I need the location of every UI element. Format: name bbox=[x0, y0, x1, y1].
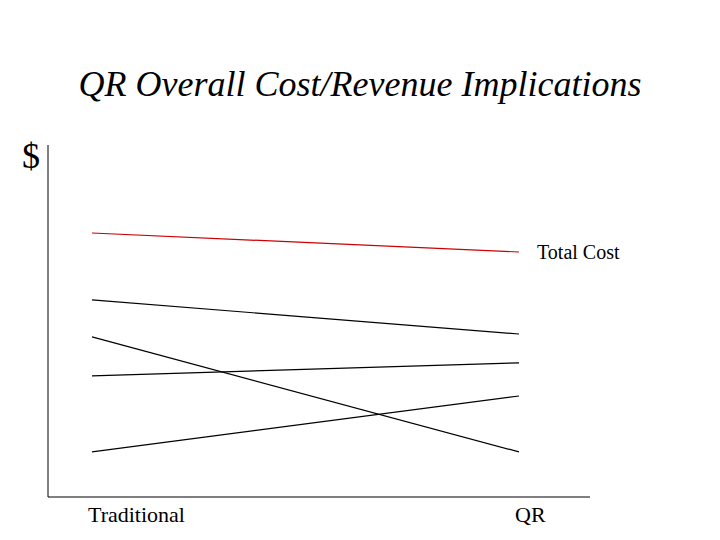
series-label: Total Cost bbox=[537, 241, 620, 263]
y-axis-line bbox=[48, 145, 49, 497]
y-axis-label: $ bbox=[22, 136, 40, 176]
series-line bbox=[92, 233, 519, 252]
series-line bbox=[92, 396, 519, 452]
title: QR Overall Cost/Revenue Implications bbox=[79, 64, 642, 104]
plot-area bbox=[92, 233, 519, 452]
x-tick-label: QR bbox=[515, 502, 546, 527]
chart-root: QR Overall Cost/Revenue Implications $ Tra… bbox=[0, 0, 720, 540]
chart-svg: QR Overall Cost/Revenue Implications $ Tra… bbox=[0, 0, 720, 540]
x-tick-label: Traditional bbox=[88, 502, 185, 527]
series-line bbox=[92, 337, 519, 452]
series-line bbox=[92, 363, 519, 376]
series-line bbox=[92, 300, 519, 334]
x-axis-line bbox=[48, 497, 590, 498]
